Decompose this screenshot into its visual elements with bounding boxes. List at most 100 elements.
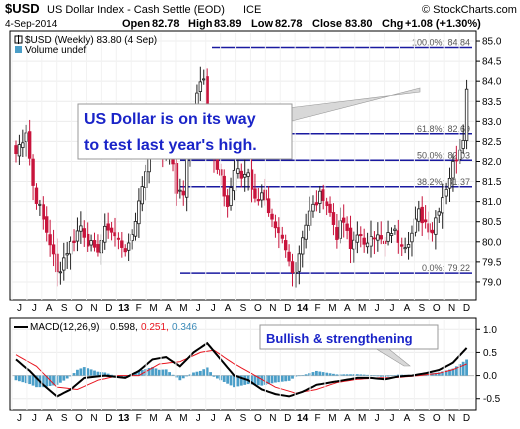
price-x-tick-label: A — [404, 303, 411, 314]
macd-histogram-bar — [376, 375, 380, 377]
price-x-tick-label: J — [211, 303, 216, 314]
price-x-tick-label: O — [433, 303, 441, 314]
price-y-tick-label: 83.5 — [482, 97, 502, 108]
candle-body — [403, 247, 407, 250]
candle-body — [290, 261, 295, 273]
macd-x-tick-label: F — [314, 413, 320, 424]
price-x-tick-label: J — [17, 303, 22, 314]
macd-histogram-bar — [260, 375, 264, 386]
macd-x-tick-label: S — [419, 413, 426, 424]
macd-histogram-bar — [236, 375, 240, 387]
macd-histogram-bar — [14, 375, 18, 381]
price-x-tick-label: A — [46, 303, 53, 314]
macd-histogram-bar — [461, 361, 465, 376]
candle-body — [89, 240, 93, 246]
candle-body — [273, 221, 278, 229]
macd-y-tick-label: -0.5 — [483, 394, 501, 405]
price-x-tick-label: D — [284, 303, 291, 314]
candle-body — [417, 208, 421, 222]
macd-histogram-bar — [175, 375, 178, 378]
macd-histogram-bar — [195, 371, 199, 376]
macd-histogram-bar — [140, 369, 144, 376]
price-legend: $USD (Weekly) 83.80 (4 Sep) Volume undef — [14, 35, 157, 56]
candle-body — [45, 216, 49, 233]
candle-body — [253, 188, 257, 199]
macd-x-tick-label: A — [165, 413, 172, 424]
macd-histogram-bar — [41, 375, 45, 388]
price-x-tick-label: M — [149, 303, 157, 314]
candle-body — [437, 211, 441, 216]
macd-x-tick-label: J — [196, 413, 201, 424]
macd-histogram-bar — [454, 366, 458, 376]
chg-value: +1.08 (+1.30%) — [405, 18, 481, 30]
candle-body — [359, 234, 363, 237]
open-label: Open — [122, 18, 150, 30]
candle-body — [109, 227, 114, 233]
candle-body — [454, 159, 459, 162]
macd-legend-prefix: MACD(12,26,9) — [30, 322, 99, 333]
macd-histogram-bar — [359, 374, 363, 376]
macd-histogram-bar — [151, 367, 154, 376]
macd-x-tick-label: S — [61, 413, 68, 424]
callout-line-2: to test last year's high. — [84, 137, 257, 154]
macd-callout: Bullish & strengthening — [259, 324, 439, 367]
macd-histogram-bar — [45, 375, 49, 387]
macd-callout-text: Bullish & strengthening — [266, 331, 413, 346]
macd-x-tick-label: J — [375, 413, 380, 424]
macd-histogram-bar — [441, 371, 445, 376]
candle-body — [41, 204, 46, 220]
candle-body — [277, 227, 281, 234]
macd-histogram-bar — [437, 372, 441, 376]
candle-body — [451, 161, 455, 179]
candle-body — [420, 206, 424, 224]
candle-body — [184, 157, 189, 198]
macd-histogram-bar — [226, 375, 230, 384]
open-value: 82.78 — [152, 18, 180, 30]
price-legend-text: $USD (Weekly) 83.80 (4 Sep) — [25, 35, 157, 46]
candle-body — [362, 237, 366, 245]
macd-histogram-bar — [458, 364, 462, 376]
price-x-tick-label: N — [448, 303, 455, 314]
price-x-tick-label: N — [90, 303, 97, 314]
price-y-tick-label: 80.5 — [482, 217, 502, 228]
macd-histogram-bar — [134, 372, 137, 376]
candle-body — [335, 227, 339, 240]
macd-histogram-bar — [69, 375, 73, 377]
candle-body — [461, 139, 465, 149]
macd-histogram-bar — [222, 375, 226, 382]
candle-body — [434, 217, 438, 235]
candle-body — [181, 190, 185, 196]
macd-histogram-bar — [267, 375, 271, 385]
macd-histogram-bar — [349, 374, 352, 376]
macd-histogram-bar — [185, 375, 189, 377]
candle-body — [133, 221, 138, 237]
candle-body — [246, 172, 250, 177]
macd-y-tick-label: 0.5 — [483, 348, 497, 359]
macd-x-tick-label: O — [75, 413, 83, 424]
candle-body — [103, 225, 107, 243]
macd-histogram-bar — [451, 368, 455, 376]
candle-body — [48, 234, 52, 246]
macd-histogram-bar — [168, 372, 172, 376]
macd-histogram-bar — [328, 373, 332, 376]
candle-body — [140, 186, 145, 205]
macd-x-tick-label: O — [433, 413, 441, 424]
signal-legend-value: 0.251, — [141, 322, 169, 333]
macd-x-tick-label: D — [105, 413, 112, 424]
symbol: $USD — [5, 1, 40, 16]
candle-body — [355, 234, 360, 243]
macd-histogram-bar — [280, 375, 284, 382]
macd-histogram — [14, 359, 468, 388]
macd-histogram-bar — [82, 367, 86, 376]
macd-x-tick-label: A — [344, 413, 351, 424]
macd-x-tick-label: N — [448, 413, 455, 424]
macd-histogram-bar — [157, 369, 161, 376]
candle-body — [270, 213, 274, 220]
price-x-tick-label: J — [32, 303, 37, 314]
price-y-tick-label: 82.0 — [482, 157, 502, 168]
candle-body — [331, 212, 336, 225]
candle-body — [321, 189, 325, 201]
macd-histogram-bar — [161, 369, 165, 376]
macd-histogram-bar — [233, 375, 236, 388]
candle-body — [174, 162, 179, 194]
